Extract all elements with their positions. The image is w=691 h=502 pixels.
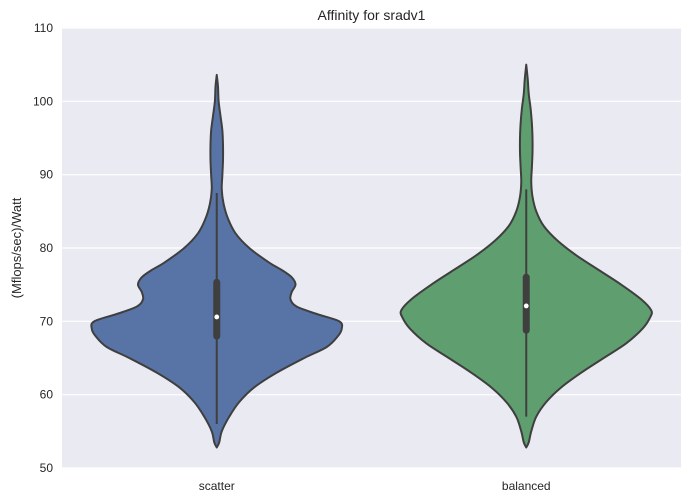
x-tick-label-scatter: scatter — [199, 479, 235, 493]
x-tick-labels: scatter balanced — [199, 479, 551, 493]
chart-title: Affinity for sradv1 — [318, 7, 426, 23]
median-dot-scatter — [214, 314, 220, 320]
violin-scatter — [90, 73, 344, 449]
y-tick-label-60: 60 — [40, 388, 54, 402]
iqr-box-scatter — [213, 278, 221, 340]
y-tick-label-110: 110 — [34, 21, 53, 35]
y-tick-label-100: 100 — [33, 94, 53, 108]
y-tick-label-50: 50 — [40, 461, 54, 475]
y-tick-label-70: 70 — [40, 314, 54, 328]
y-tick-label-80: 80 — [40, 241, 54, 255]
median-dot-balanced — [523, 303, 529, 309]
violin-balanced — [399, 63, 653, 449]
violins — [90, 63, 653, 449]
y-tick-label-90: 90 — [40, 168, 54, 182]
y-axis-title: (Mflops/sec)/Watt — [9, 197, 24, 298]
y-tick-labels: 50 60 70 80 90 100 110 — [33, 21, 53, 475]
x-tick-label-balanced: balanced — [502, 479, 551, 493]
